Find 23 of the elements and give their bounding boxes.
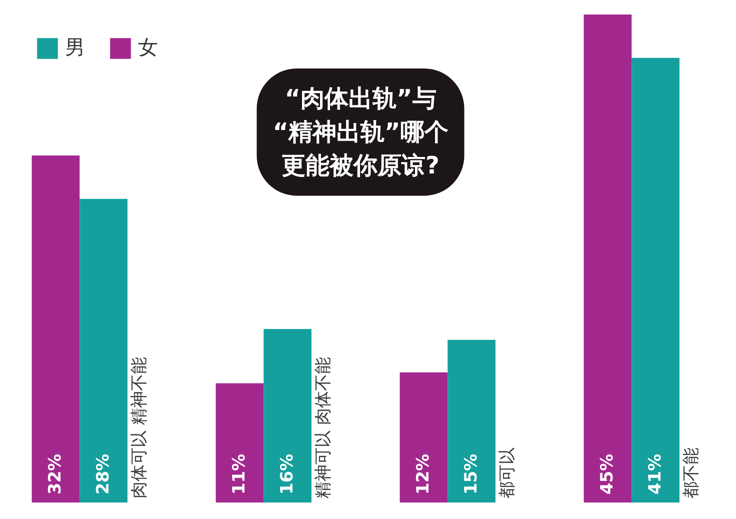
legend-label: 女 bbox=[138, 34, 158, 61]
bar bbox=[216, 383, 264, 502]
legend-label: 男 bbox=[65, 34, 85, 61]
bar bbox=[80, 198, 128, 502]
x-tick-label: 都不能 bbox=[682, 448, 702, 498]
data-label: 16% bbox=[278, 454, 298, 494]
data-label: 11% bbox=[230, 454, 250, 494]
bar bbox=[632, 58, 680, 502]
data-label: 45% bbox=[598, 454, 618, 494]
data-label: 32% bbox=[46, 454, 66, 494]
data-label: 28% bbox=[94, 454, 114, 494]
x-tick-label: 都可以 bbox=[498, 448, 518, 498]
data-label: 41% bbox=[646, 454, 666, 494]
x-tick-label: 肉体可以 精神不能 bbox=[130, 357, 150, 498]
x-tick-label: 精神可以 肉体不能 bbox=[314, 357, 334, 498]
bar bbox=[32, 155, 80, 502]
bar bbox=[400, 372, 448, 502]
text: “肉体出轨”与“精神出轨”哪个更能被你原谅? bbox=[272, 84, 448, 180]
bar bbox=[264, 328, 312, 502]
data-label: 15% bbox=[462, 454, 482, 494]
bar bbox=[584, 14, 632, 502]
data-label: 12% bbox=[414, 454, 434, 494]
bar bbox=[448, 340, 496, 502]
